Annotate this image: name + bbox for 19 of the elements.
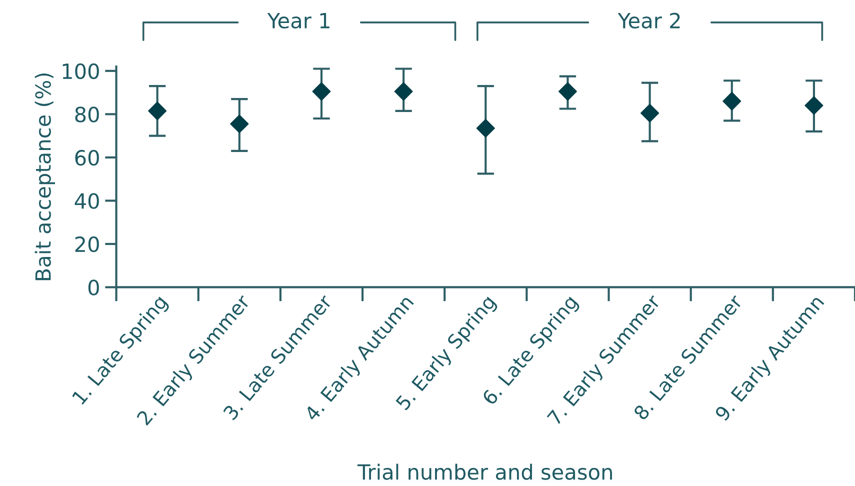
point <box>558 82 578 101</box>
x-axis-title: Trial number and season <box>357 464 612 480</box>
point <box>148 102 167 120</box>
y-tick-label: 20 <box>75 236 99 252</box>
point <box>312 82 331 101</box>
y-axis-title: Bait acceptance (%) <box>34 73 55 280</box>
point <box>476 118 495 138</box>
point <box>230 114 249 134</box>
point <box>804 96 824 115</box>
point <box>640 104 660 122</box>
point <box>722 92 742 110</box>
y-tick-label: 40 <box>74 193 99 209</box>
text: Year 2 <box>618 12 680 28</box>
y-tick-label: 60 <box>75 150 99 166</box>
y-tick-label: 0 <box>88 280 99 296</box>
text: Year 1 <box>267 13 330 28</box>
y-tick-label: 100 <box>62 63 99 80</box>
point <box>394 82 413 101</box>
y-tick-label: 80 <box>75 106 99 122</box>
